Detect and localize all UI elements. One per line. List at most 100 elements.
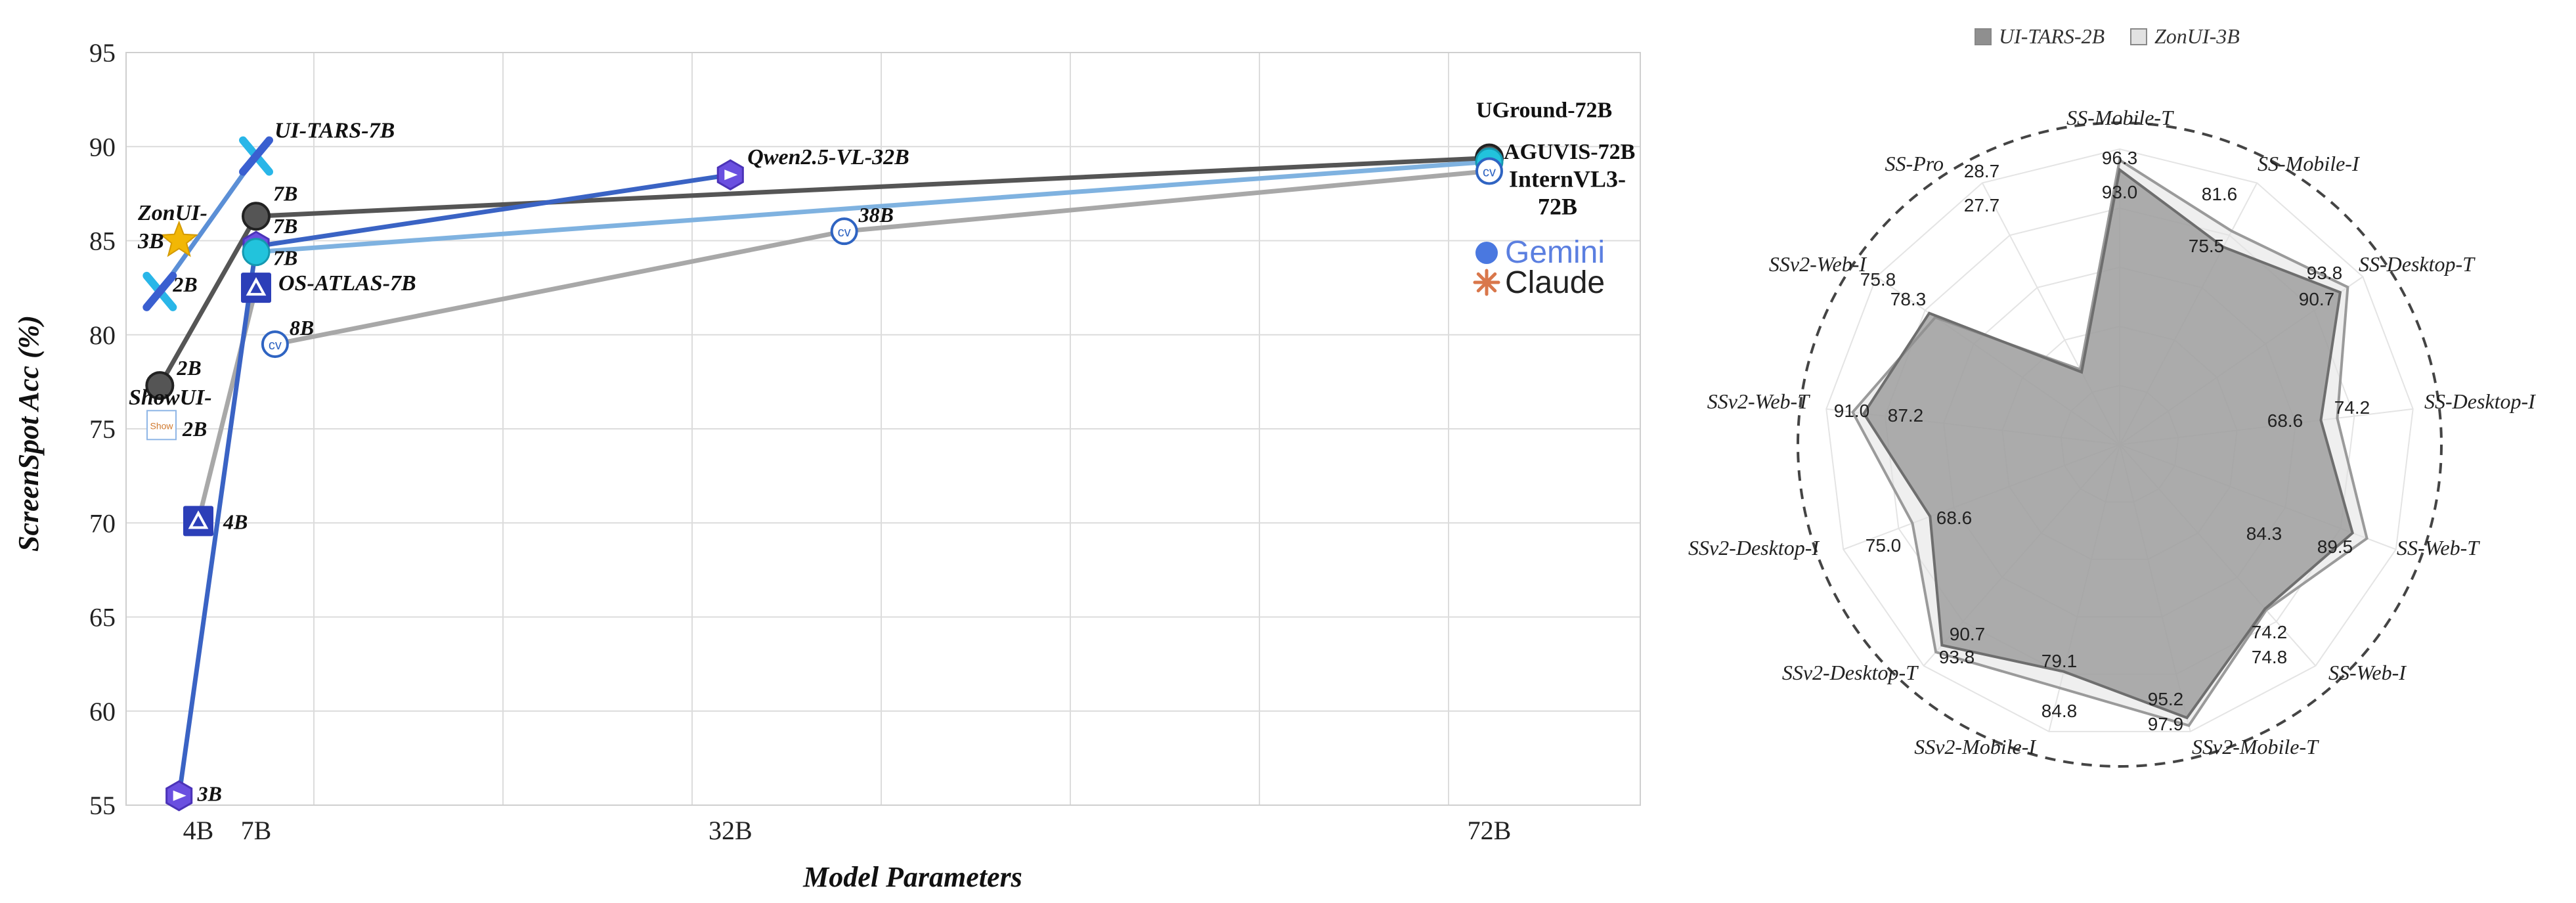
point-label: 7B <box>273 214 297 238</box>
qwen-inner <box>724 169 738 181</box>
osatlas-icon <box>241 273 271 303</box>
internvl-glyph: cv <box>838 225 851 240</box>
radar-value-label: 97.9 <box>2148 714 2184 734</box>
point-label: 2B <box>176 356 201 380</box>
legend-swatch <box>1975 28 1992 45</box>
radar-value-label: 91.0 <box>1834 401 1870 421</box>
legend-label: ZonUI-3B <box>2154 24 2240 48</box>
radar-value-label: 81.6 <box>2202 184 2238 204</box>
internvl-ring <box>261 330 289 359</box>
point-label: ZonUI- <box>137 201 207 225</box>
radar-value-label: 96.3 <box>2102 148 2138 168</box>
radar-value-label: 68.6 <box>2267 410 2303 431</box>
showui-glyph: Show <box>150 420 173 431</box>
internvl-glyph: cv <box>269 338 282 353</box>
star-icon <box>160 220 198 257</box>
aguvis-icon <box>242 238 271 267</box>
point-label: ShowUI- <box>129 385 212 410</box>
showui-logo: Show <box>146 410 177 441</box>
point-label: AGUVIS-72B <box>1504 140 1635 164</box>
x-tick-label: 7B <box>241 816 272 845</box>
radar-value-label: 79.1 <box>2041 651 2078 671</box>
radar-value-label: 28.7 <box>1964 161 2000 181</box>
radar-value-label: 75.0 <box>1866 535 1902 556</box>
circle-marker <box>242 202 271 231</box>
claude-logo: Claude <box>1505 265 1605 300</box>
gemini-icon <box>1475 242 1498 264</box>
radar-series-uitars-2b <box>1862 167 2354 720</box>
radar-chart: UI-TARS-2B ZonUI-3B 93.0 96.3 75.5 81.6 90.7 93… <box>1688 24 2536 768</box>
uitars-icon <box>239 136 273 176</box>
radar-axis-label: SS-Mobile-T <box>2066 106 2174 129</box>
radar-axis-label: SS-Desktop-T <box>2359 252 2476 276</box>
radar-axis-label: SSv2-Desktop-I <box>1688 536 1820 560</box>
point-label: 8B <box>290 316 314 340</box>
qwen-icon <box>165 780 193 812</box>
y-tick-label: 60 <box>89 697 116 726</box>
radar-value-label: 74.8 <box>2252 647 2288 667</box>
internvl-ring <box>830 217 858 246</box>
y-axis-label: ScreenSpot Acc (%) <box>12 315 45 552</box>
y-tick-label: 95 <box>89 38 116 68</box>
internvl-icon: cv <box>1475 157 1503 185</box>
point-label: 3B <box>137 229 164 253</box>
radar-value-label: 68.6 <box>1936 508 1973 528</box>
internvl-icon: cv <box>830 217 858 246</box>
radar-value-label: 84.8 <box>2041 701 2078 721</box>
uitars-icon <box>142 271 177 311</box>
radar-axis-label: SS-Desktop-I <box>2424 389 2536 413</box>
series-line-internvl3 <box>273 168 1492 347</box>
radar-value-label: 74.2 <box>2252 622 2288 642</box>
point-label: OS-ATLAS-7B <box>278 271 416 296</box>
y-tick-label: 65 <box>89 603 116 632</box>
qwen-inner <box>173 790 186 801</box>
y-tick-label: 55 <box>89 791 116 820</box>
legend-swatch <box>2130 28 2147 45</box>
series-line-aguvis <box>253 159 1492 255</box>
radar-value-label: 90.7 <box>2299 289 2335 309</box>
radar-value-label: 93.8 <box>1939 647 1975 667</box>
plot-border <box>125 52 1641 806</box>
radar-value-label: 93.0 <box>2102 182 2138 202</box>
legend-label: UI-TARS-2B <box>1999 24 2105 48</box>
gemini-logo: Gemini <box>1505 235 1605 270</box>
radar-value-label: 75.5 <box>2189 236 2225 256</box>
point-label: UGround-72B <box>1476 98 1612 122</box>
uitars-stroke <box>239 136 273 176</box>
y-tick-label: 90 <box>89 132 116 162</box>
x-axis-label: Model Parameters <box>802 861 1022 893</box>
point-label: UI-TARS-7B <box>274 119 395 143</box>
point-label: 38B <box>858 203 894 227</box>
point-label: 3B <box>197 782 222 806</box>
osatlas-triangle <box>246 276 267 296</box>
radar-value-label: 95.2 <box>2148 689 2184 709</box>
osatlas-triangle <box>188 510 209 529</box>
x-tick-label: 4B <box>183 816 214 845</box>
radar-axis-label: SSv2-Mobile-T <box>2192 735 2319 759</box>
radar-axis-label: SSv2-Mobile-I <box>1914 735 2036 759</box>
uitars-stroke <box>142 271 177 311</box>
radar-outer-circle <box>1797 121 2443 768</box>
point-label: 2B <box>182 417 207 441</box>
radar-axis-label: SS-Web-T <box>2397 536 2480 560</box>
point-label: 72B <box>1538 193 1577 219</box>
series-line-ui-tars <box>157 154 259 294</box>
radar-value-label: 27.7 <box>1964 195 2000 215</box>
legend: UI-TARS-2B ZonUI-3B <box>1975 24 2240 48</box>
radar-ring <box>1825 148 2414 732</box>
radar-axis-label: SS-Mobile-I <box>2258 152 2360 175</box>
radar-axis-label: SSv2-Web-T <box>1707 389 1810 413</box>
radar-value-label: 89.5 <box>2317 537 2353 557</box>
radar-value-label: 84.3 <box>2246 523 2282 544</box>
qwen-icon <box>716 159 744 190</box>
claude-icon <box>1485 272 1497 284</box>
point-label: Qwen2.5-VL-32B <box>747 145 909 169</box>
point-label: 7B <box>273 181 297 205</box>
radar-value-label: 75.8 <box>1860 269 1896 290</box>
circle-marker <box>145 371 175 401</box>
radar-value-label: 93.8 <box>2307 263 2343 283</box>
showui-frame <box>146 410 177 441</box>
